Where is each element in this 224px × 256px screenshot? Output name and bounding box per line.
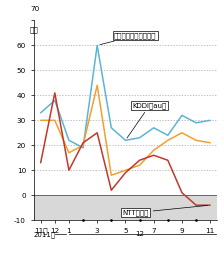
Text: ソフトバンクモバイル: ソフトバンクモバイル [100, 32, 157, 45]
Text: 12: 12 [135, 231, 144, 237]
Text: 万件: 万件 [30, 26, 39, 33]
Text: NTTドコモ: NTTドコモ [123, 206, 207, 216]
Text: 2011年: 2011年 [34, 231, 56, 238]
Text: KDDI（au）: KDDI（au） [127, 102, 167, 138]
Bar [34, 195, 217, 220]
Text: 70: 70 [30, 6, 39, 13]
